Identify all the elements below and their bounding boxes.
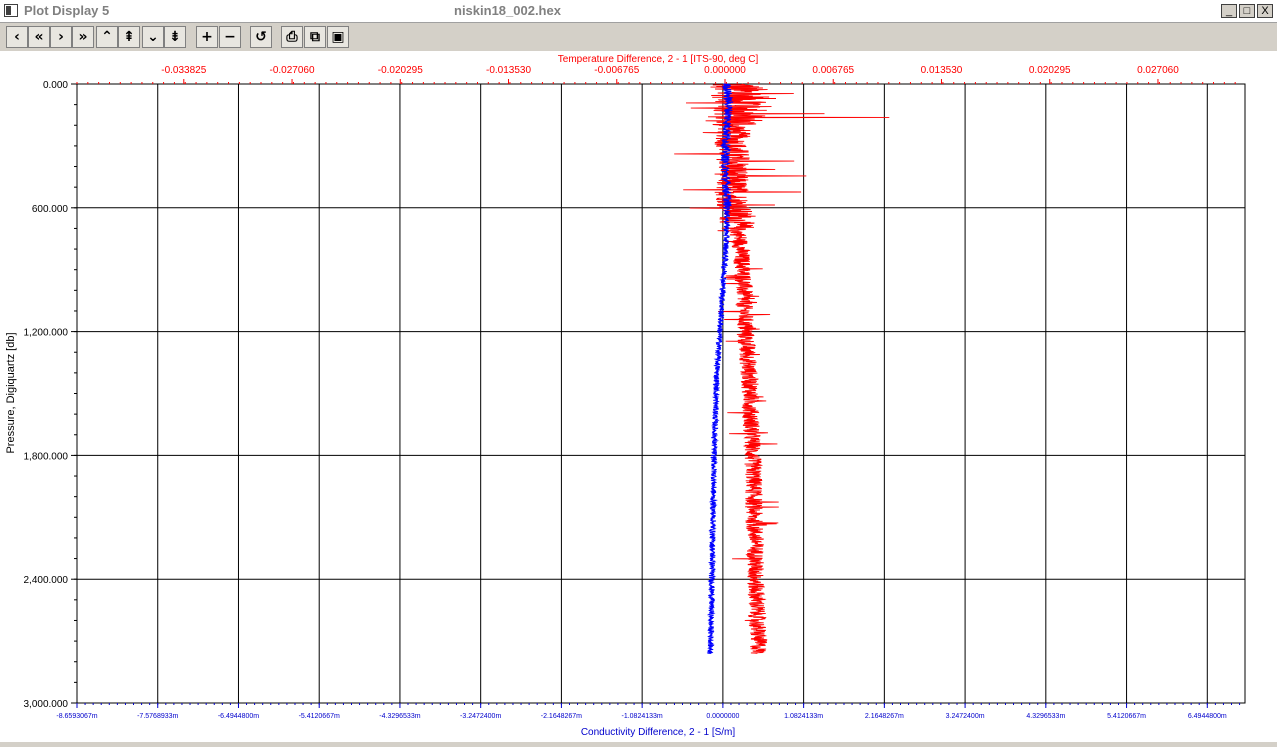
bottom-axis-label: Conductivity Difference, 2 - 1 [S/m]: [581, 727, 736, 738]
y-tick-label: 1,200.000: [24, 328, 69, 339]
bottom-axis-tick-label: 5.4120667m: [1107, 713, 1146, 720]
top-axis-tick-label: -0.027060: [270, 65, 315, 76]
copy-icon: ⧉: [310, 29, 320, 45]
maximize-button[interactable]: □: [1239, 4, 1255, 18]
top-axis-tick-label: -0.013530: [486, 65, 531, 76]
last-icon: »: [78, 29, 88, 45]
temperature-difference-series: [674, 83, 890, 654]
top-axis-tick-label: -0.033825: [161, 65, 206, 76]
bottom-axis-tick-label: -1.0824133m: [622, 713, 663, 720]
top-axis-tick-label: -0.020295: [378, 65, 423, 76]
y-tick-label: 600.000: [32, 204, 69, 215]
toolbar: ‹ « › » ⌃ ⇞ ⌄ ⇟ + − ↺ ⎙ ⧉ ▣: [0, 23, 1277, 52]
zoom-out-icon: −: [224, 29, 236, 45]
print-icon: ⎙: [286, 29, 298, 45]
bottom-axis-tick-label: -6.4944800m: [218, 713, 259, 720]
page-down-icon: ⇟: [169, 29, 181, 45]
down-button[interactable]: ⌄: [142, 26, 164, 48]
plot-area[interactable]: Temperature Difference, 2 - 1 [ITS-90, d…: [0, 51, 1277, 742]
top-axis-tick-label: 0.020295: [1029, 65, 1071, 76]
bottom-axis-tick-label: 0.0000000: [706, 713, 739, 720]
page-down-button[interactable]: ⇟: [164, 26, 186, 48]
last-button[interactable]: »: [72, 26, 94, 48]
close-button[interactable]: X: [1257, 4, 1273, 18]
top-axis-tick-label: 0.000000: [704, 65, 746, 76]
bottom-axis-tick-label: 1.0824133m: [784, 713, 823, 720]
top-axis-tick-label: 0.006765: [812, 65, 854, 76]
prev-button[interactable]: ‹: [6, 26, 28, 48]
next-icon: ›: [58, 29, 64, 45]
top-axis-tick-label: 0.013530: [921, 65, 963, 76]
minimize-button[interactable]: _: [1221, 4, 1237, 18]
save-icon: ▣: [331, 29, 345, 45]
first-icon: «: [34, 29, 44, 45]
y-tick-label: 3,000.000: [24, 699, 69, 710]
top-axis-tick-label: 0.027060: [1137, 65, 1179, 76]
first-button[interactable]: «: [28, 26, 50, 48]
print-button[interactable]: ⎙: [281, 26, 303, 48]
bottom-axis-tick-label: 2.1648267m: [865, 713, 904, 720]
up-icon: ⌃: [101, 29, 113, 45]
window-title-bar: Plot Display 5 niskin18_002.hex _ □ X: [0, 0, 1277, 23]
prev-icon: ‹: [14, 29, 20, 45]
file-name: niskin18_002.hex: [454, 3, 561, 18]
undo-icon: ↺: [255, 29, 267, 45]
copy-button[interactable]: ⧉: [304, 26, 326, 48]
zoom-in-icon: +: [201, 29, 213, 45]
bottom-axis-tick-label: 6.4944800m: [1188, 713, 1227, 720]
bottom-axis-tick-label: 3.2472400m: [946, 713, 985, 720]
y-tick-label: 0.000: [43, 80, 68, 91]
window-title: Plot Display 5: [24, 3, 110, 18]
bottom-axis-tick-label: -2.1648267m: [541, 713, 582, 720]
save-button[interactable]: ▣: [327, 26, 349, 48]
next-button[interactable]: ›: [50, 26, 72, 48]
plot-frame: [76, 83, 1246, 704]
y-tick-label: 1,800.000: [24, 451, 69, 462]
bottom-axis-tick-label: -5.4120667m: [299, 713, 340, 720]
down-icon: ⌄: [147, 29, 159, 45]
chart-svg: Temperature Difference, 2 - 1 [ITS-90, d…: [5, 54, 1246, 738]
page-up-button[interactable]: ⇞: [118, 26, 140, 48]
bottom-axis-tick-label: -4.3296533m: [379, 713, 420, 720]
app-icon: [4, 4, 18, 17]
top-axis-tick-label: -0.006765: [594, 65, 639, 76]
page-up-icon: ⇞: [123, 29, 135, 45]
bottom-axis-tick-label: -7.5768933m: [137, 713, 178, 720]
up-button[interactable]: ⌃: [96, 26, 118, 48]
bottom-axis-tick-label: -8.6593067m: [56, 713, 97, 720]
bottom-axis-tick-label: 4.3296533m: [1026, 713, 1065, 720]
y-tick-label: 2,400.000: [24, 575, 69, 586]
y-axis-label: Pressure, Digiquartz [db]: [5, 332, 17, 453]
top-axis-label: Temperature Difference, 2 - 1 [ITS-90, d…: [558, 54, 759, 65]
bottom-axis-tick-label: -3.2472400m: [460, 713, 501, 720]
conductivity-difference-series: [706, 83, 734, 654]
zoom-out-button[interactable]: −: [219, 26, 241, 48]
undo-zoom-button[interactable]: ↺: [250, 26, 272, 48]
zoom-in-button[interactable]: +: [196, 26, 218, 48]
